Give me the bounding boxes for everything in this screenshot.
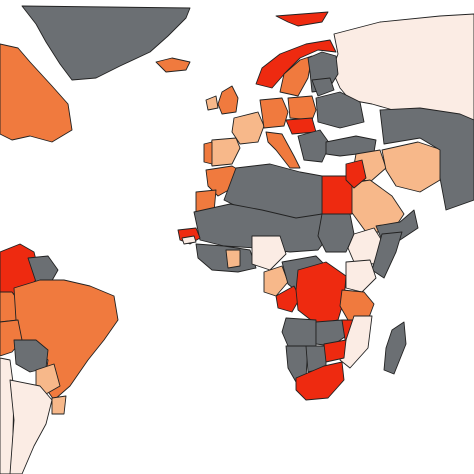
country-zimbabwe — [323, 339, 347, 363]
country-baltics — [311, 77, 335, 97]
country-argentina — [9, 379, 53, 474]
country-angola — [281, 317, 317, 347]
country-somalia — [371, 231, 403, 279]
country-italy — [265, 131, 301, 169]
country-cameroon — [263, 265, 289, 297]
country-svalbard — [275, 11, 329, 27]
country-ghana — [225, 249, 241, 269]
country-uruguay — [51, 395, 67, 415]
country-poland — [287, 95, 317, 121]
country-norway — [255, 39, 337, 89]
country-portugal — [203, 141, 213, 165]
country-layer — [0, 5, 474, 474]
country-madagascar — [383, 321, 407, 375]
country-belarus-ukraine — [315, 91, 365, 129]
country-kenya — [345, 259, 377, 293]
country-central-asia — [379, 107, 474, 211]
country-guyana — [27, 255, 59, 285]
country-car-gabon — [275, 285, 301, 313]
country-germany — [259, 97, 289, 129]
country-israel-jordan — [345, 159, 367, 189]
country-nigeria — [251, 235, 287, 271]
country-west-africa — [195, 243, 257, 273]
country-sudan — [317, 213, 355, 253]
country-drc — [295, 261, 347, 325]
country-canada-east — [0, 43, 73, 143]
country-austria-hungary — [285, 117, 317, 135]
country-iran-afghanistan — [381, 141, 443, 193]
country-south-africa — [295, 361, 345, 401]
country-iceland — [155, 57, 191, 73]
country-greenland — [21, 5, 191, 81]
country-france — [231, 111, 265, 145]
country-gambia — [181, 235, 197, 245]
country-uk — [217, 85, 239, 115]
country-ireland — [205, 95, 219, 111]
